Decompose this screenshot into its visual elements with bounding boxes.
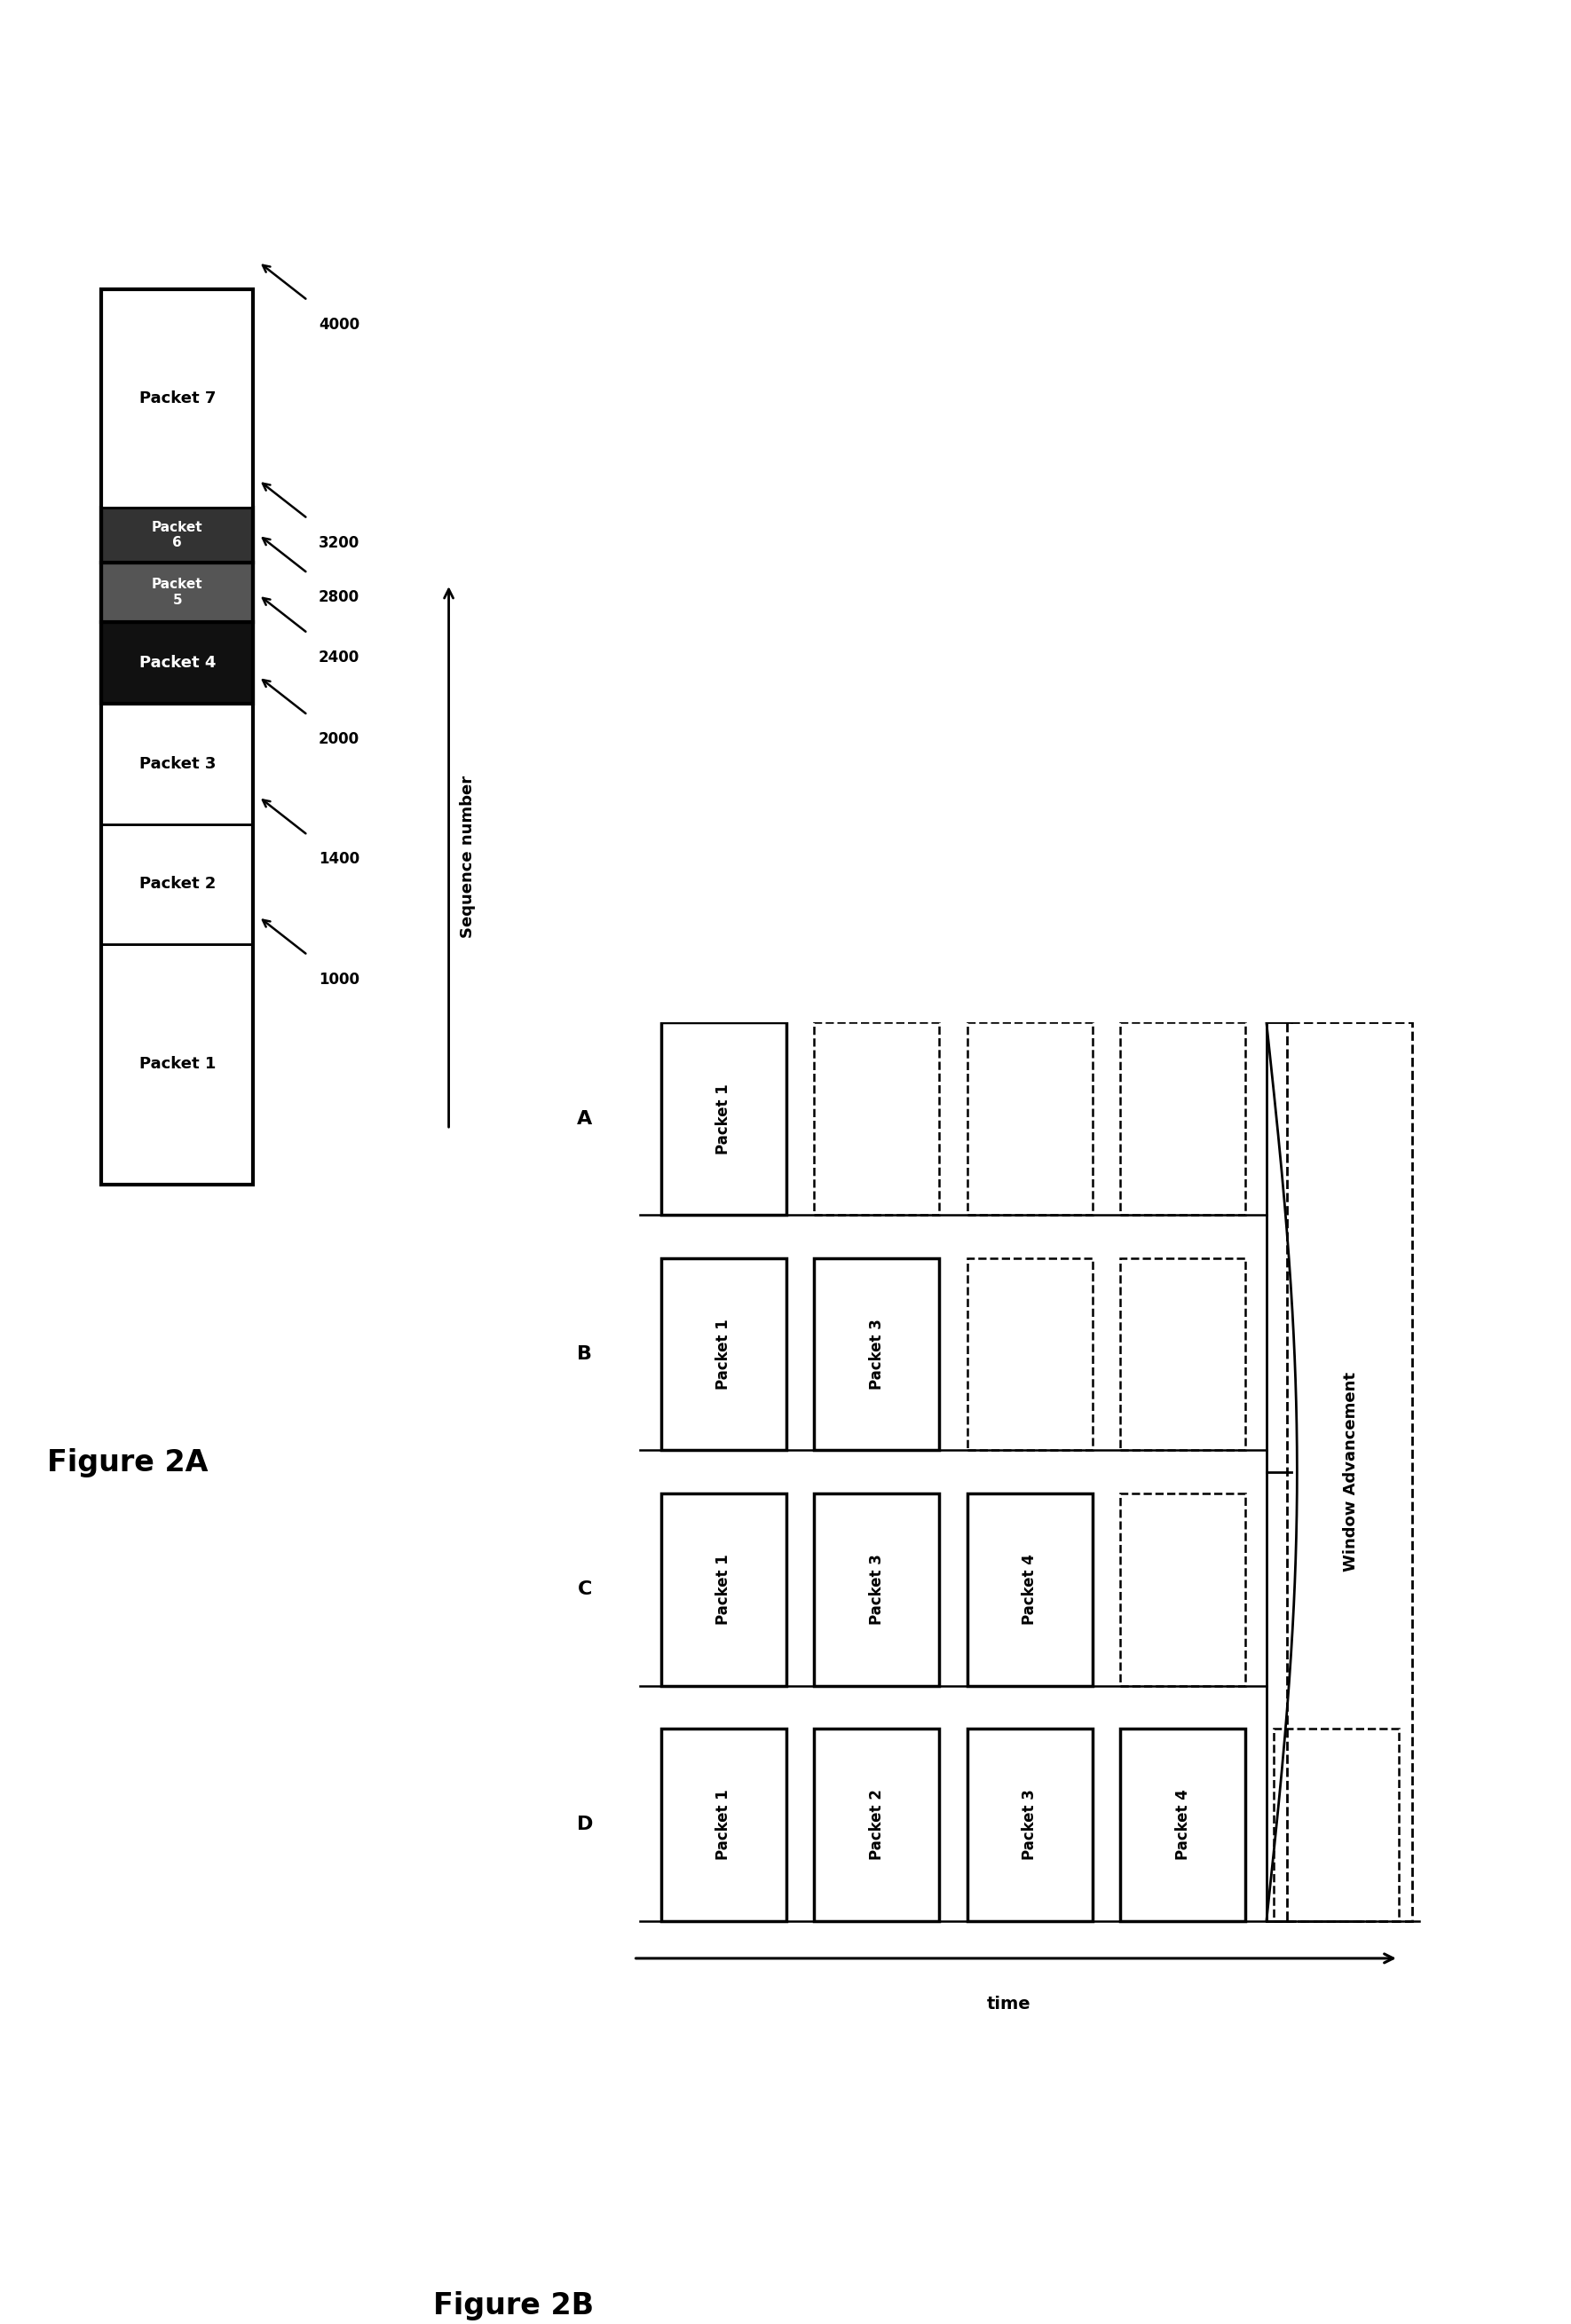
Bar bbox=[1120, 1492, 1246, 1685]
Bar bbox=[661, 1257, 787, 1450]
Text: 1000: 1000 bbox=[319, 971, 360, 988]
Text: 2000: 2000 bbox=[319, 732, 360, 748]
Bar bbox=[1287, 1023, 1412, 1922]
Bar bbox=[1274, 1729, 1398, 1922]
Bar bbox=[814, 1492, 939, 1685]
Text: Packet 3: Packet 3 bbox=[869, 1318, 884, 1390]
Text: Packet 1: Packet 1 bbox=[140, 1055, 215, 1071]
Text: Packet 1: Packet 1 bbox=[716, 1555, 732, 1624]
Text: Window Advancement: Window Advancement bbox=[1343, 1371, 1359, 1571]
Bar bbox=[814, 1257, 939, 1450]
Bar bbox=[102, 507, 253, 562]
Bar bbox=[102, 704, 253, 825]
Text: Packet 4: Packet 4 bbox=[140, 655, 215, 672]
Bar bbox=[102, 944, 253, 1185]
Text: Figure 2B: Figure 2B bbox=[434, 2291, 594, 2322]
Bar bbox=[968, 1729, 1092, 1922]
Text: Packet 7: Packet 7 bbox=[140, 390, 215, 407]
Bar bbox=[1120, 1729, 1246, 1922]
Text: time: time bbox=[987, 1996, 1031, 2013]
Bar bbox=[661, 1257, 787, 1450]
Text: B: B bbox=[577, 1346, 592, 1362]
Text: C: C bbox=[578, 1580, 592, 1599]
Text: D: D bbox=[577, 1815, 592, 1834]
Bar bbox=[1120, 1023, 1246, 1215]
Bar bbox=[814, 1023, 939, 1215]
Bar bbox=[968, 1257, 1092, 1450]
Text: 1400: 1400 bbox=[319, 851, 360, 867]
Bar bbox=[102, 290, 253, 507]
Text: Packet 1: Packet 1 bbox=[716, 1083, 732, 1155]
Text: Packet 4: Packet 4 bbox=[1175, 1789, 1191, 1859]
Text: Packet 4: Packet 4 bbox=[1021, 1555, 1038, 1624]
Text: Packet 1: Packet 1 bbox=[716, 1789, 732, 1859]
Text: 3200: 3200 bbox=[319, 535, 360, 551]
Bar bbox=[814, 1492, 939, 1685]
Text: 2800: 2800 bbox=[319, 590, 360, 607]
Bar bbox=[661, 1023, 787, 1215]
Text: Packet 3: Packet 3 bbox=[1021, 1789, 1038, 1859]
Bar bbox=[1120, 1257, 1246, 1450]
Text: Figure 2A: Figure 2A bbox=[47, 1448, 209, 1478]
Bar bbox=[1120, 1729, 1246, 1922]
Bar bbox=[968, 1729, 1092, 1922]
Text: Packet 2: Packet 2 bbox=[140, 876, 215, 892]
Bar bbox=[661, 1023, 787, 1215]
Text: Packet 3: Packet 3 bbox=[869, 1555, 884, 1624]
Bar bbox=[814, 1257, 939, 1450]
Bar bbox=[661, 1729, 787, 1922]
Bar bbox=[102, 623, 253, 704]
Text: Packet 1: Packet 1 bbox=[716, 1318, 732, 1390]
Bar bbox=[968, 1492, 1092, 1685]
Text: Packet
6: Packet 6 bbox=[152, 521, 203, 548]
Bar bbox=[661, 1492, 787, 1685]
Bar bbox=[661, 1492, 787, 1685]
Text: 4000: 4000 bbox=[319, 316, 360, 332]
Bar bbox=[102, 562, 253, 623]
Text: 2400: 2400 bbox=[319, 648, 360, 665]
Text: Packet
5: Packet 5 bbox=[152, 579, 203, 607]
Text: A: A bbox=[577, 1111, 592, 1127]
Bar bbox=[102, 825, 253, 944]
Text: Packet 3: Packet 3 bbox=[140, 755, 215, 772]
Bar bbox=[102, 290, 253, 1185]
Bar bbox=[968, 1023, 1092, 1215]
Text: Sequence number: Sequence number bbox=[460, 776, 476, 939]
Bar bbox=[968, 1492, 1092, 1685]
Text: Packet 2: Packet 2 bbox=[869, 1789, 884, 1859]
Bar bbox=[814, 1729, 939, 1922]
Bar bbox=[814, 1729, 939, 1922]
